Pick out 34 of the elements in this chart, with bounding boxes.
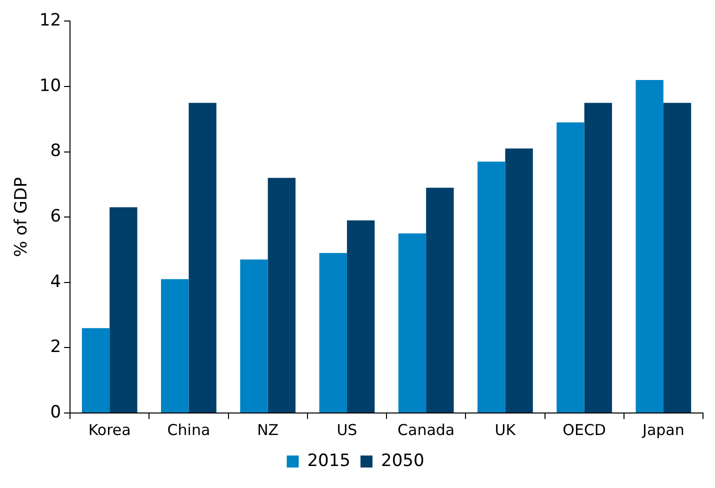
x-tick-label: Japan [642, 420, 684, 439]
bar [478, 162, 506, 412]
y-tick-label: 4 [50, 272, 62, 292]
bar [110, 207, 138, 412]
bar [426, 188, 454, 412]
y-tick-label: 12 [39, 10, 62, 31]
bar [268, 178, 296, 412]
y-tick-label: 6 [50, 206, 62, 227]
y-tick-label: 10 [39, 76, 62, 96]
bar [584, 102, 612, 412]
bar [319, 253, 347, 412]
bar [663, 102, 692, 412]
bar [82, 328, 110, 412]
x-tick-label: UK [494, 420, 517, 439]
y-tick-label: 8 [50, 141, 62, 162]
bar [636, 80, 664, 412]
bar [240, 260, 268, 412]
bar [346, 220, 375, 412]
x-tick-label: China [167, 420, 210, 439]
y-tick-label: 2 [50, 337, 62, 358]
x-tick-label: OECD [562, 420, 606, 439]
x-tick-label: US [336, 420, 358, 439]
x-tick-label: Korea [88, 420, 131, 439]
y-axis-title: % of GDP [12, 177, 32, 258]
bar [505, 148, 533, 412]
legend-label: 2015 [307, 450, 350, 471]
y-tick-label: 0 [50, 402, 62, 422]
bar [188, 102, 216, 412]
bar [398, 233, 426, 412]
bar [161, 279, 189, 412]
legend-label: 2050 [381, 450, 424, 471]
x-tick-label: Canada [398, 420, 455, 439]
x-tick-label: NZ [257, 420, 279, 439]
bar [556, 122, 584, 412]
